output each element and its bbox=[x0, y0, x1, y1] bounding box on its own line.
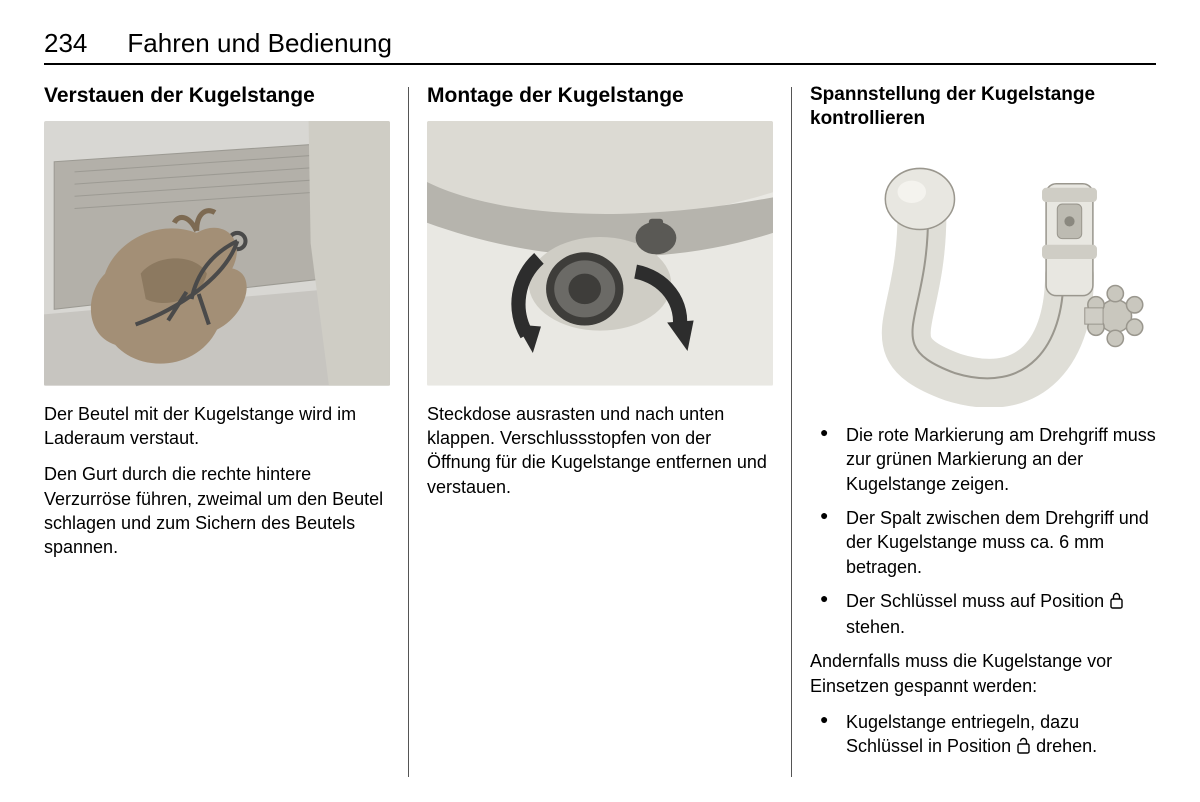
content-columns: Verstauen der Kugelstange bbox=[44, 83, 1156, 783]
left-p1: Der Beutel mit der Kugelstange wird im L… bbox=[44, 402, 390, 451]
mid-p1: Steckdose ausrasten und nach unten klapp… bbox=[427, 402, 773, 499]
left-p2: Den Gurt durch die rechte hintere Verzur… bbox=[44, 462, 390, 559]
bullet-2: Der Spalt zwischen dem Dreh­griff und de… bbox=[810, 506, 1156, 579]
column-right: Spannstellung der Kugelstange kontrollie… bbox=[792, 83, 1156, 783]
bullet-1: Die rote Markierung am Drehgriff muss zu… bbox=[810, 423, 1156, 496]
column-mid: Montage der Kugelstange bbox=[409, 83, 791, 783]
chapter-title: Fahren und Bedienung bbox=[127, 28, 392, 59]
figure-stowage bbox=[44, 121, 390, 386]
heading-left: Verstauen der Kugelstange bbox=[44, 83, 390, 109]
lock-open-icon bbox=[1016, 736, 1031, 760]
heading-right: Spannstellung der Kugelstange kontrollie… bbox=[810, 83, 1156, 131]
right-bullets-1: Die rote Markierung am Drehgriff muss zu… bbox=[810, 423, 1156, 639]
b3-part-a: Der Schlüssel muss auf Position bbox=[846, 591, 1109, 611]
page-number: 234 bbox=[44, 28, 87, 59]
right-p-after: Andernfalls muss die Kugelstange vor Ein… bbox=[810, 649, 1156, 698]
figure-montage bbox=[427, 121, 773, 386]
right-bullets-2: Kugelstange entriegeln, dazu Schlüssel i… bbox=[810, 710, 1156, 761]
heading-mid: Montage der Kugelstange bbox=[427, 83, 773, 109]
bullet-4: Kugelstange entriegeln, dazu Schlüssel i… bbox=[810, 710, 1156, 761]
figure-tension bbox=[810, 143, 1156, 408]
column-left: Verstauen der Kugelstange bbox=[44, 83, 408, 783]
lock-closed-icon bbox=[1109, 591, 1124, 615]
b4-part-b: drehen. bbox=[1031, 736, 1097, 756]
bullet-3: Der Schlüssel muss auf Position stehen. bbox=[810, 589, 1156, 640]
b3-part-b: stehen. bbox=[846, 617, 905, 637]
page-header: 234 Fahren und Bedienung bbox=[44, 28, 1156, 65]
